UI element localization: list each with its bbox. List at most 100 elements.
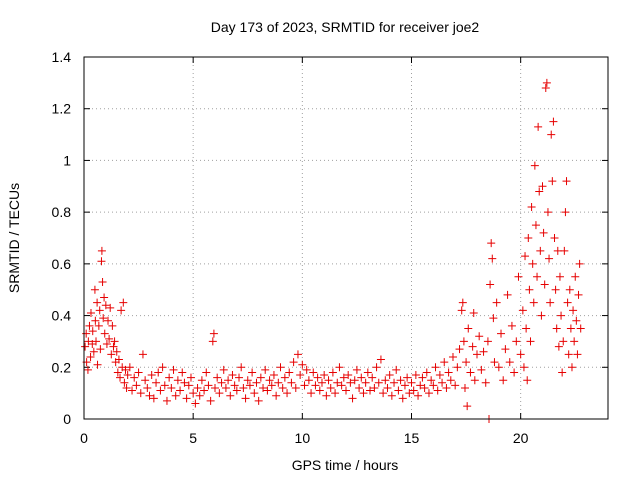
- data-point: [537, 311, 546, 320]
- data-point: [138, 350, 147, 359]
- data-point: [359, 389, 368, 398]
- data-point: [154, 368, 163, 377]
- data-point: [221, 383, 230, 392]
- data-point: [422, 368, 431, 377]
- plot-frame: [83, 56, 609, 420]
- data-point: [507, 321, 516, 330]
- data-point: [121, 365, 130, 374]
- data-point: [475, 332, 484, 341]
- data-point: [165, 373, 174, 382]
- y-tick-label: 1.2: [52, 101, 72, 117]
- data-point: [182, 394, 191, 403]
- data-point: [195, 391, 204, 400]
- data-point: [490, 358, 499, 367]
- data-point: [431, 363, 440, 372]
- data-point: [101, 301, 110, 310]
- data-point: [570, 337, 579, 346]
- data-point: [252, 378, 261, 387]
- data-point: [102, 340, 111, 349]
- data-point: [574, 290, 583, 299]
- data-point: [320, 371, 329, 380]
- data-point: [108, 321, 117, 330]
- data-point: [267, 381, 276, 390]
- data-point: [366, 386, 375, 395]
- data-point: [193, 383, 202, 392]
- data-point: [379, 389, 388, 398]
- data-point: [565, 285, 574, 294]
- data-point: [331, 389, 340, 398]
- data-point: [263, 386, 272, 395]
- data-point: [136, 389, 145, 398]
- data-point: [387, 391, 396, 400]
- data-point: [104, 316, 113, 325]
- data-point: [470, 376, 479, 385]
- data-point: [302, 365, 311, 374]
- data-point: [272, 391, 281, 400]
- data-point: [171, 391, 180, 400]
- data-point: [567, 363, 576, 372]
- chart-title: Day 173 of 2023, SRMTID for receiver joe…: [211, 19, 480, 35]
- data-point: [575, 259, 584, 268]
- data-point: [442, 383, 451, 392]
- data-point: [261, 365, 270, 374]
- data-point: [457, 306, 466, 315]
- data-point: [280, 373, 289, 382]
- data-point: [350, 376, 359, 385]
- data-point: [554, 342, 563, 351]
- data-point: [444, 368, 453, 377]
- data-point: [107, 350, 116, 359]
- data-point: [453, 363, 462, 372]
- data-point: [93, 298, 102, 307]
- x-tick-label: 15: [404, 430, 420, 446]
- data-point: [563, 298, 572, 307]
- data-point: [503, 290, 512, 299]
- data-point: [337, 381, 346, 390]
- data-point: [105, 334, 114, 343]
- data-point: [572, 316, 581, 325]
- data-point: [339, 373, 348, 382]
- x-tick-label: 0: [80, 430, 88, 446]
- data-point: [95, 306, 104, 315]
- data-point: [418, 373, 427, 382]
- data-point: [564, 350, 573, 359]
- data-point: [112, 347, 121, 356]
- data-point: [206, 396, 215, 405]
- data-point: [141, 376, 150, 385]
- data-point: [530, 161, 539, 170]
- data-point: [514, 272, 523, 281]
- data-point: [376, 355, 385, 364]
- data-point: [109, 342, 118, 351]
- data-point: [89, 347, 98, 356]
- data-point: [560, 246, 569, 255]
- data-point: [451, 381, 460, 390]
- data-point: [429, 381, 438, 390]
- data-point: [492, 298, 501, 307]
- data-point: [291, 383, 300, 392]
- data-point: [562, 177, 571, 186]
- data-point: [526, 337, 535, 346]
- data-point: [398, 394, 407, 403]
- data-point: [276, 363, 285, 372]
- data-point: [184, 381, 193, 390]
- data-point: [106, 303, 115, 312]
- data-point: [307, 389, 316, 398]
- data-point: [489, 314, 498, 323]
- data-point: [119, 298, 128, 307]
- data-point: [197, 376, 206, 385]
- data-point: [224, 376, 233, 385]
- data-point: [311, 381, 320, 390]
- data-point: [400, 381, 409, 390]
- data-point: [230, 381, 239, 390]
- data-point: [518, 306, 527, 315]
- data-points: [81, 78, 585, 423]
- data-point: [100, 293, 109, 302]
- data-point: [91, 316, 100, 325]
- data-point: [348, 394, 357, 403]
- data-point: [464, 324, 473, 333]
- data-point: [522, 324, 531, 333]
- data-point: [414, 391, 423, 400]
- data-point: [113, 368, 122, 377]
- data-point: [368, 373, 377, 382]
- data-point: [204, 381, 213, 390]
- data-point: [455, 345, 464, 354]
